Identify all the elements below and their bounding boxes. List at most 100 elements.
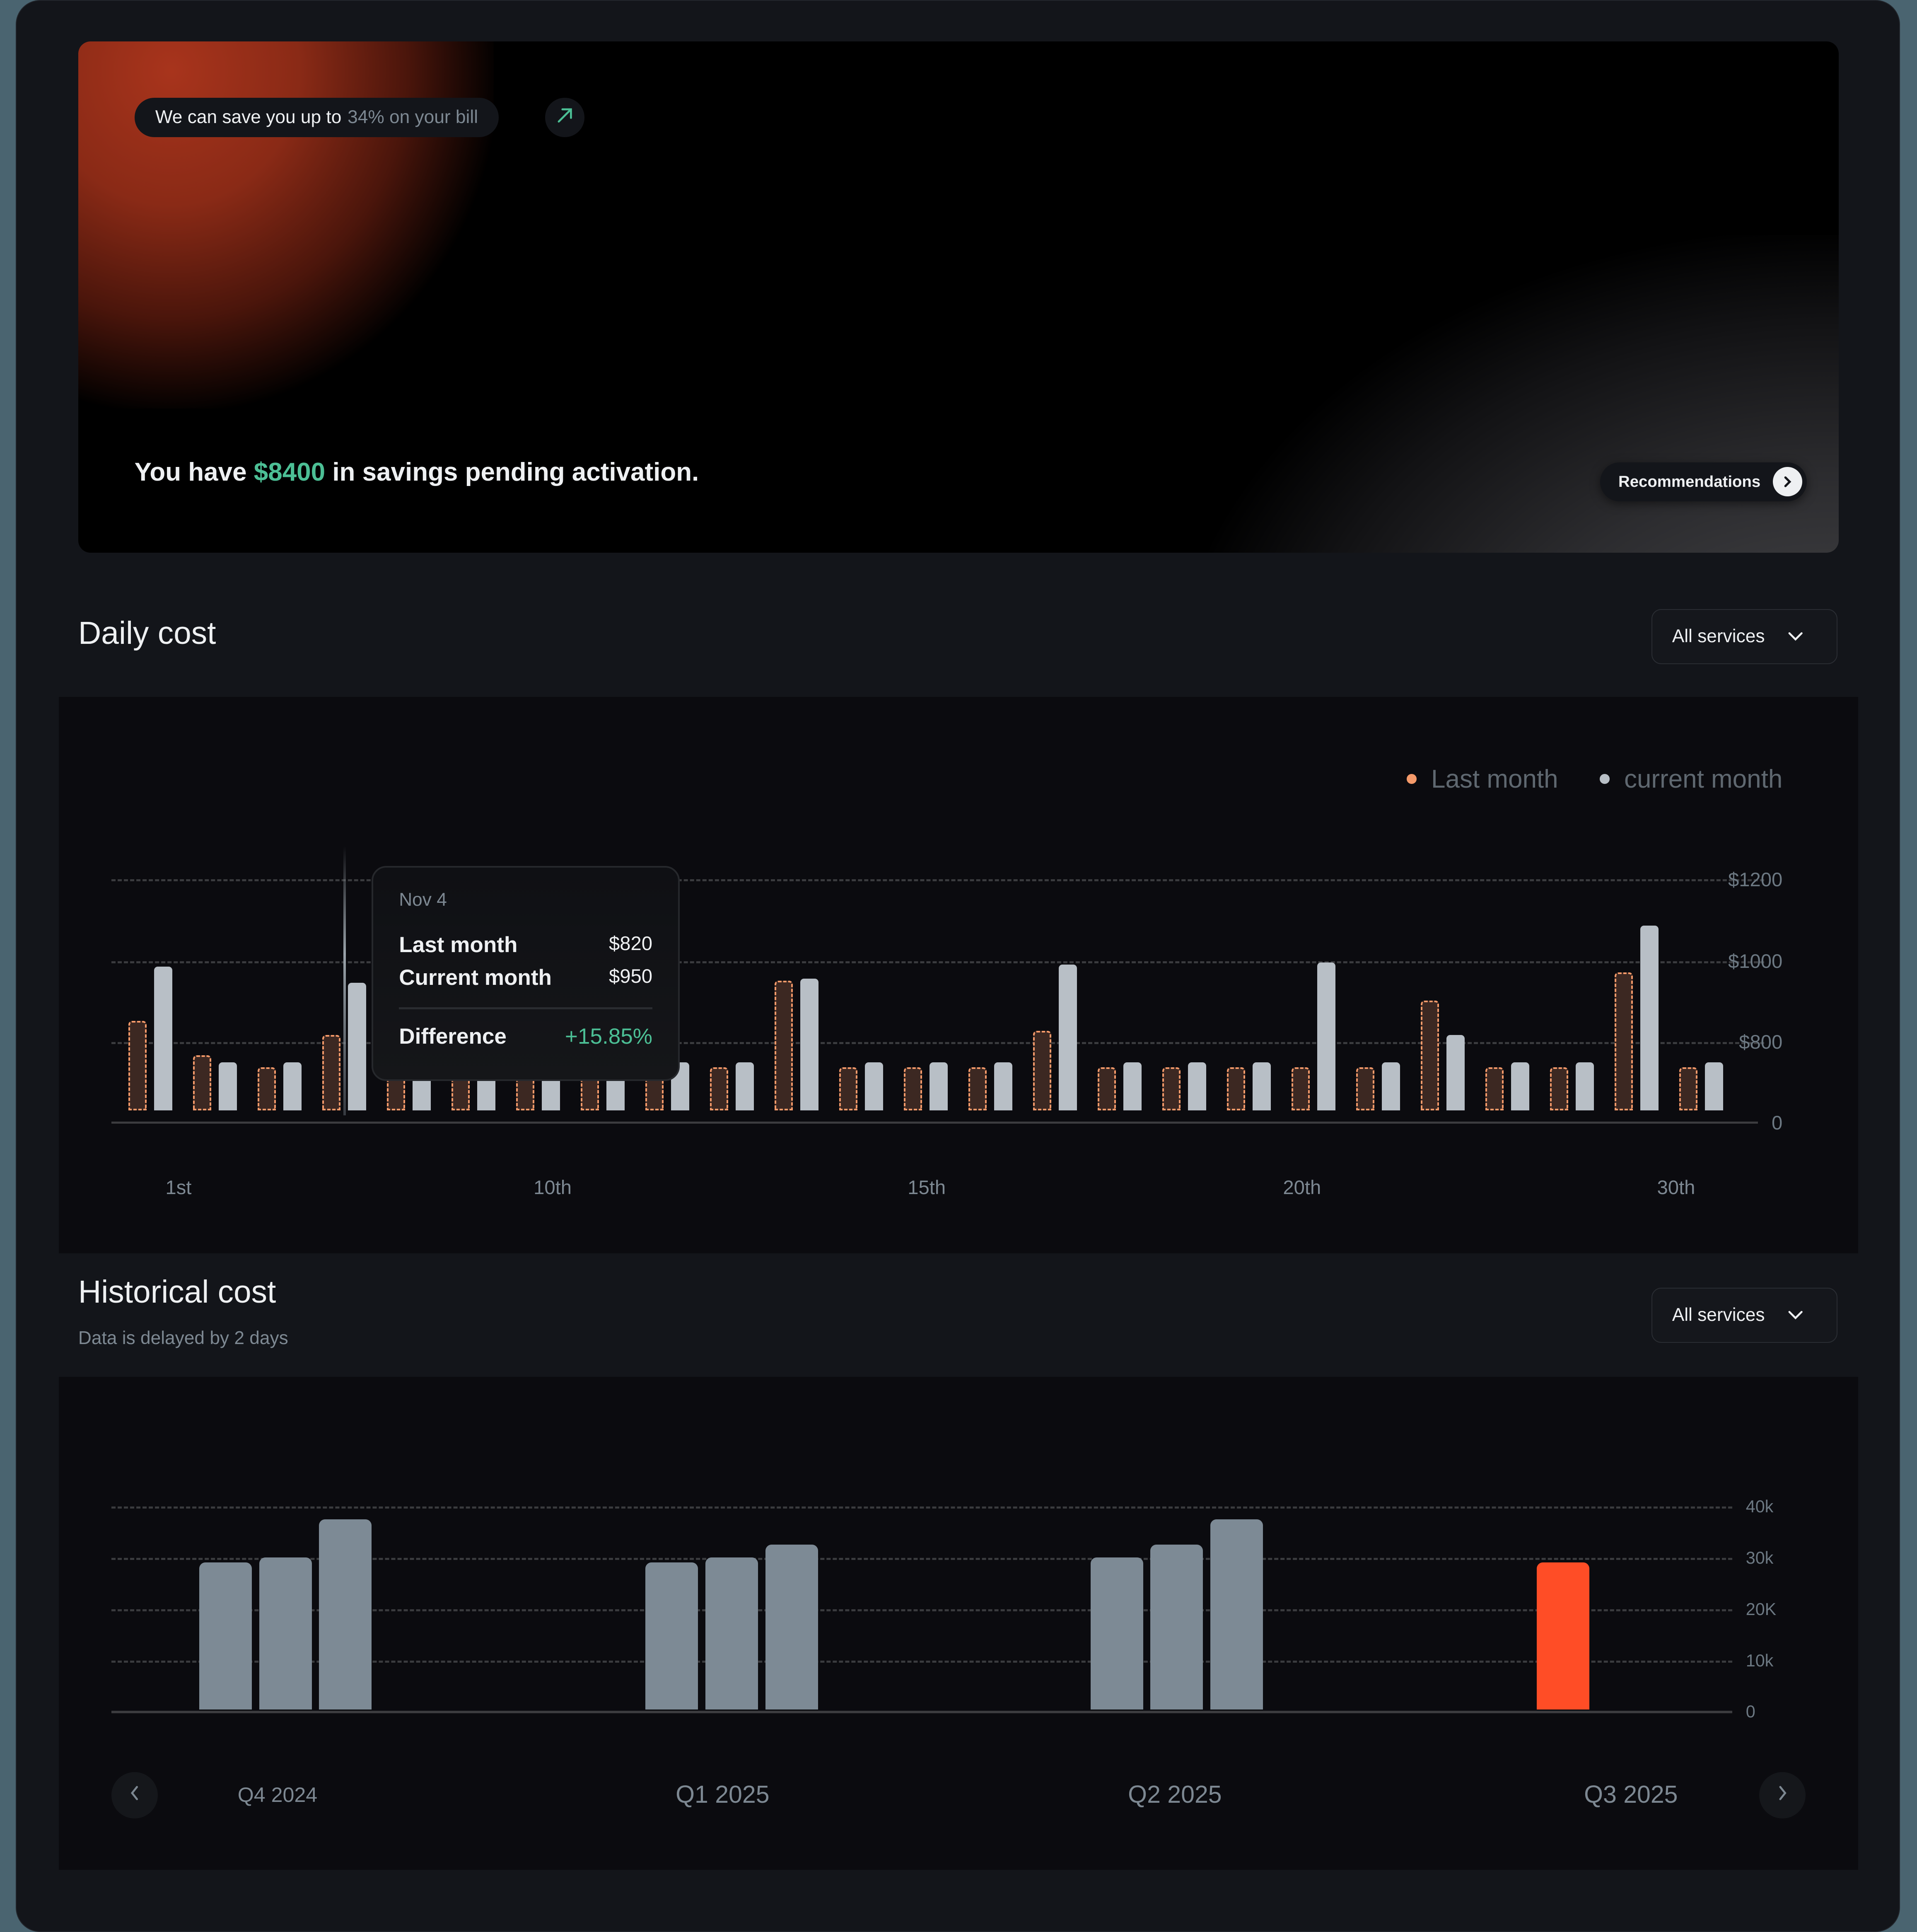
bar-last-month[interactable] bbox=[1226, 1067, 1245, 1110]
bar-current-month[interactable] bbox=[1575, 1062, 1594, 1110]
bar-last-month[interactable] bbox=[1550, 1067, 1568, 1110]
headline-suffix: in savings pending activation. bbox=[332, 457, 699, 486]
x-tick-label: 1st bbox=[165, 1177, 192, 1199]
gridline bbox=[111, 879, 1764, 881]
hover-cursor-line bbox=[343, 846, 346, 1115]
bar-historical[interactable] bbox=[705, 1557, 758, 1710]
bar-last-month[interactable] bbox=[1679, 1067, 1697, 1110]
savings-link-button[interactable] bbox=[545, 98, 584, 137]
bar-last-month[interactable] bbox=[839, 1067, 858, 1110]
legend-item-current-month[interactable]: current month bbox=[1599, 764, 1783, 794]
chevron-left-icon bbox=[128, 1784, 141, 1806]
bar-current-month[interactable] bbox=[1188, 1062, 1206, 1110]
bar-last-month[interactable] bbox=[1097, 1067, 1116, 1110]
bar-current-month[interactable] bbox=[1640, 925, 1659, 1110]
y-tick-label: 40k bbox=[1746, 1497, 1774, 1516]
bar-current-month[interactable] bbox=[864, 1062, 883, 1110]
bar-current-month[interactable] bbox=[1381, 1062, 1400, 1110]
bar-last-month[interactable] bbox=[1485, 1067, 1504, 1110]
bar-last-month[interactable] bbox=[1614, 972, 1633, 1110]
bar-current-month[interactable] bbox=[1705, 1062, 1723, 1110]
gridline bbox=[111, 1609, 1733, 1611]
bar-current-month[interactable] bbox=[1511, 1062, 1529, 1110]
bar-last-month[interactable] bbox=[774, 980, 793, 1110]
bar-current-month[interactable] bbox=[929, 1062, 948, 1110]
y-tick-label: $1200 bbox=[1728, 868, 1783, 891]
bar-last-month[interactable] bbox=[1420, 1001, 1439, 1110]
dropdown-value: All services bbox=[1672, 1305, 1765, 1325]
tooltip-row-last-month: Last month $820 bbox=[399, 932, 652, 958]
daily-services-dropdown[interactable]: All services bbox=[1651, 609, 1838, 664]
recommendations-button[interactable]: Recommendations bbox=[1600, 462, 1807, 502]
bar-last-month[interactable] bbox=[1033, 1031, 1051, 1110]
tooltip-diff-value: +15.85% bbox=[565, 1024, 653, 1049]
bar-current-month[interactable] bbox=[1252, 1062, 1271, 1110]
bar-last-month[interactable] bbox=[968, 1067, 987, 1110]
chevron-right-icon bbox=[1777, 1784, 1789, 1806]
x-tick-label: 10th bbox=[534, 1177, 572, 1199]
next-period-button[interactable] bbox=[1759, 1772, 1806, 1818]
bar-historical[interactable] bbox=[259, 1557, 312, 1710]
bar-last-month[interactable] bbox=[903, 1067, 922, 1110]
legend-item-last-month[interactable]: Last month bbox=[1407, 764, 1558, 794]
chart-tooltip: Nov 4 Last month $820 Current month $950… bbox=[372, 866, 680, 1081]
bar-current-quarter[interactable] bbox=[1537, 1562, 1589, 1710]
bar-last-month[interactable] bbox=[322, 1035, 341, 1110]
bar-current-month[interactable] bbox=[735, 1062, 754, 1110]
x-tick-label: Q2 2025 bbox=[1128, 1781, 1222, 1809]
bar-last-month[interactable] bbox=[710, 1067, 729, 1110]
previous-period-button[interactable] bbox=[111, 1772, 158, 1818]
tooltip-value: $950 bbox=[609, 965, 653, 987]
historical-cost-title: Historical cost bbox=[78, 1274, 276, 1310]
tooltip-date: Nov 4 bbox=[399, 889, 447, 910]
x-tick-label: Q3 2025 bbox=[1584, 1781, 1678, 1809]
bar-last-month[interactable] bbox=[257, 1067, 276, 1110]
bar-current-month[interactable] bbox=[1123, 1062, 1142, 1110]
tooltip-label: Difference bbox=[399, 1024, 507, 1049]
bar-last-month[interactable] bbox=[1356, 1067, 1374, 1110]
chevron-right-icon bbox=[1772, 467, 1802, 497]
bar-historical[interactable] bbox=[1150, 1545, 1203, 1710]
bar-current-month[interactable] bbox=[800, 978, 819, 1110]
chevron-down-icon bbox=[1787, 626, 1804, 647]
bar-last-month[interactable] bbox=[193, 1055, 212, 1110]
savings-pill[interactable]: We can save you up to 34% on your bill bbox=[134, 98, 499, 137]
y-tick-label: 10k bbox=[1746, 1651, 1774, 1670]
bar-current-month[interactable] bbox=[1446, 1035, 1465, 1110]
historical-cost-subtitle: Data is delayed by 2 days bbox=[78, 1328, 288, 1349]
bar-historical[interactable] bbox=[199, 1562, 252, 1710]
bar-historical[interactable] bbox=[1210, 1519, 1263, 1710]
x-tick-label: Q4 2024 bbox=[237, 1783, 318, 1807]
gridline bbox=[111, 1661, 1733, 1663]
savings-hero-banner: We can save you up to 34% on your bill Y… bbox=[78, 41, 1839, 553]
savings-amount: $8400 bbox=[254, 457, 326, 486]
bar-historical[interactable] bbox=[319, 1519, 372, 1710]
bar-current-month[interactable] bbox=[1058, 964, 1077, 1110]
y-tick-label: 0 bbox=[1772, 1112, 1783, 1134]
gridline bbox=[111, 1506, 1733, 1509]
daily-cost-title: Daily cost bbox=[78, 615, 216, 651]
tooltip-value: $820 bbox=[609, 932, 653, 955]
bar-last-month[interactable] bbox=[128, 1021, 147, 1110]
bar-historical[interactable] bbox=[1090, 1557, 1143, 1710]
x-axis-baseline bbox=[111, 1121, 1758, 1124]
bar-historical[interactable] bbox=[765, 1545, 818, 1710]
bar-current-month[interactable] bbox=[994, 1062, 1012, 1110]
gridline bbox=[111, 1558, 1733, 1560]
bar-historical[interactable] bbox=[645, 1562, 698, 1710]
x-tick-label: 20th bbox=[1283, 1177, 1321, 1199]
legend-label: Last month bbox=[1431, 764, 1558, 793]
bar-current-month[interactable] bbox=[1317, 962, 1335, 1110]
daily-cost-chart: Last month current month $1200 $1000 $80… bbox=[58, 697, 1859, 1254]
legend-dot-icon bbox=[1599, 774, 1610, 784]
y-tick-label: $1000 bbox=[1728, 950, 1783, 973]
bar-current-month[interactable] bbox=[218, 1062, 237, 1110]
y-tick-label: 30k bbox=[1746, 1548, 1774, 1567]
historical-services-dropdown[interactable]: All services bbox=[1651, 1287, 1838, 1343]
bar-current-month[interactable] bbox=[283, 1062, 302, 1110]
bar-current-month[interactable] bbox=[348, 982, 367, 1110]
bar-last-month[interactable] bbox=[1162, 1067, 1181, 1110]
bar-current-month[interactable] bbox=[154, 966, 173, 1110]
bar-last-month[interactable] bbox=[1291, 1067, 1310, 1110]
legend-label: current month bbox=[1624, 764, 1783, 793]
